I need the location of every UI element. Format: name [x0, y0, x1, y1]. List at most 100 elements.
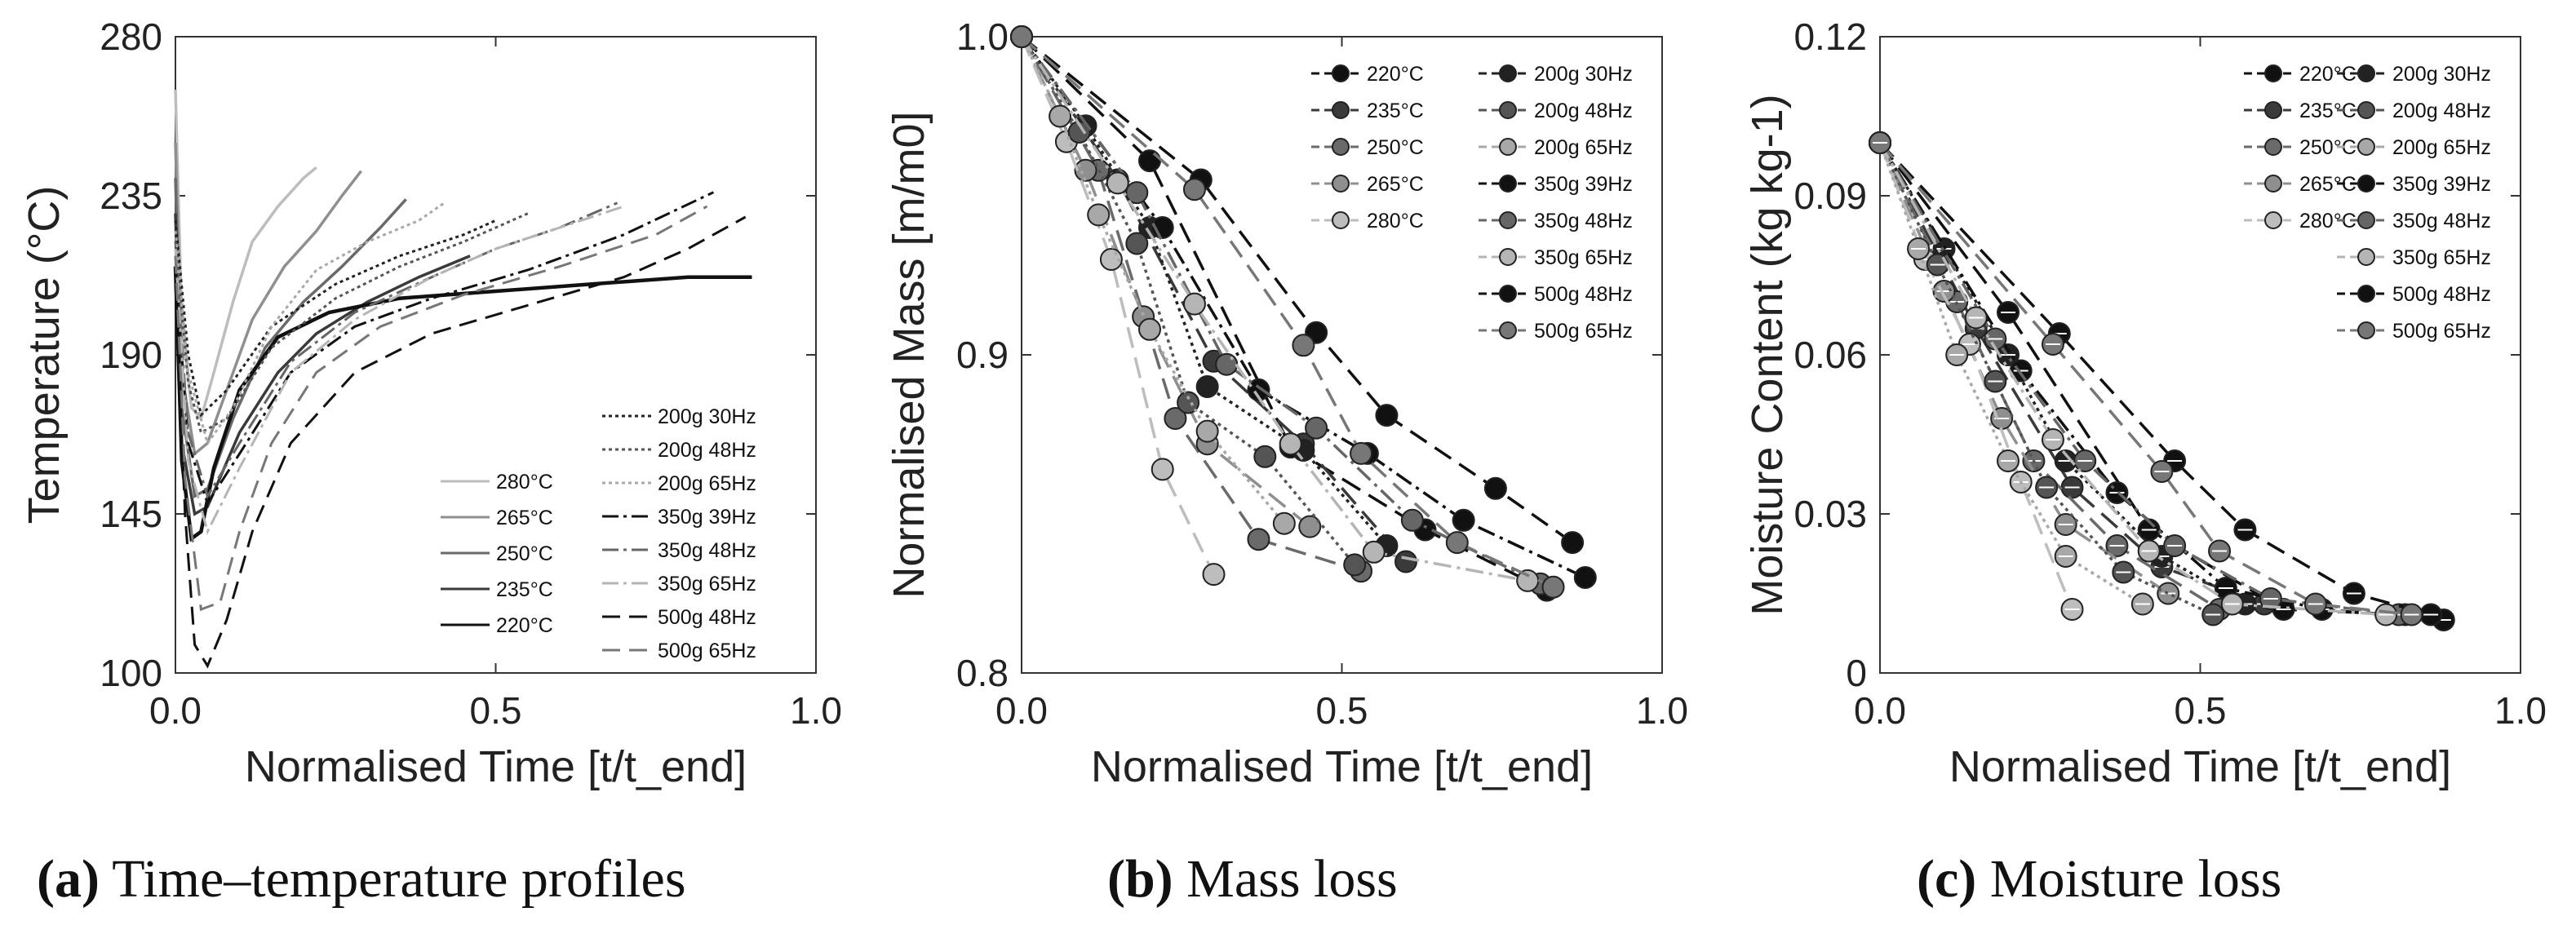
caption-c: (c) Moisture loss [1917, 848, 2281, 910]
data-point-350g-48hz [1215, 352, 1239, 376]
series-line-200g-30hz [1020, 35, 1388, 547]
data-point-250c [1247, 528, 1270, 551]
legend-label-235c: 235°C [496, 578, 553, 601]
legend-label-200g-65hz: 200g 65Hz [1534, 136, 1633, 159]
y-tick-label: 100 [100, 652, 162, 694]
data-point-350g-48hz [1125, 181, 1149, 205]
legend-marker-200g-30hz [2357, 64, 2375, 82]
plot-frame [1879, 36, 2521, 674]
legend-marker-250c [2264, 138, 2282, 156]
legend-marker-220c [1332, 64, 1350, 82]
series-line-350g-65hz [174, 205, 624, 535]
y-tick-label: 0.8 [956, 652, 1009, 694]
series-line-350g-48hz [1878, 142, 2400, 617]
data-point-500g-65hz [1010, 25, 1033, 48]
series-line-350g-48hz [174, 201, 619, 499]
series-line-220c [173, 266, 752, 542]
legend-label-200g-48hz: 200g 48Hz [2392, 100, 2491, 122]
data-point-500g-65hz [1445, 531, 1469, 555]
y-axis-label: Temperature (°C) [20, 186, 69, 525]
data-point-500g-65hz [1350, 441, 1373, 465]
series-line-500g-65hz [1020, 35, 1554, 589]
legend-marker-200g-48hz [2357, 101, 2375, 119]
legend-label-280c: 280°C [2299, 210, 2357, 232]
plot-frame [1021, 36, 1663, 674]
legend-label-200g-65hz: 200g 65Hz [658, 472, 756, 495]
legend-marker-200g-48hz [1499, 101, 1517, 119]
series-line-200g-65hz [1020, 36, 1286, 525]
series-line-350g-65hz [1878, 142, 2387, 617]
panel-b: 0.0 0.5 1.0 0.8 0.9 1.0 Normalised Time [t/t_e… [858, 0, 1717, 934]
legend-label-220c: 220°C [496, 614, 553, 637]
legend-label-220c: 220°C [2299, 63, 2357, 86]
data-point-500g-65hz [1182, 178, 1206, 201]
legend-label-500g-48hz: 500g 48Hz [1534, 283, 1633, 306]
caption-c-letter: (c) [1917, 849, 1977, 909]
x-tick-label: 0.5 [2175, 689, 2227, 732]
data-point-350g-65hz [1106, 171, 1129, 195]
series-line-200g-65hz [1878, 142, 2144, 605]
series-line-350g-48hz [1020, 35, 1541, 586]
series-line-200g-30hz [174, 219, 497, 418]
legend-label-235c: 235°C [2299, 100, 2357, 122]
caption-a-letter: (a) [37, 849, 100, 909]
legend-label-500g-48hz: 500g 48Hz [2392, 283, 2491, 306]
legend-label-350g-48hz: 350g 48Hz [2392, 210, 2491, 232]
panel-c: 0.0 0.5 1.0 0 0.03 0.06 0.09 0.12 Normalised Tim… [1717, 0, 2575, 934]
data-point-200g-48hz [1343, 553, 1367, 577]
legend-label-280c: 280°C [496, 471, 553, 494]
data-point-500g-65hz [1541, 575, 1565, 599]
data-point-280c [1202, 563, 1226, 587]
data-point-280c [1151, 458, 1174, 481]
y-tick-label: 0.9 [956, 334, 1009, 376]
legend-label-265c: 265°C [2299, 173, 2357, 196]
series-line-200g-48hz [1020, 36, 1356, 566]
legend-label-500g-65hz: 500g 65Hz [2392, 320, 2491, 343]
legend-marker-500g-48hz [2357, 285, 2375, 303]
caption-c-text: Moisture loss [1989, 849, 2282, 909]
series-line-350g-39hz [174, 191, 715, 507]
legend-label-500g-65hz: 500g 65Hz [658, 640, 756, 662]
data-point-200g-30hz [1195, 375, 1219, 398]
legend-label-250c: 250°C [2299, 136, 2357, 159]
data-point-200g-65hz [1049, 104, 1072, 128]
x-tick-label: 1.0 [2494, 689, 2547, 732]
data-point-350g-65hz [1362, 540, 1386, 564]
legend-label-250c: 250°C [1367, 136, 1424, 159]
data-point-350g-39hz [1573, 566, 1597, 589]
data-point-350g-65hz [1182, 292, 1206, 316]
y-axis-label: Moisture Content (kg kg-1) [1743, 94, 1792, 615]
legend-label-350g-65hz: 350g 65Hz [1534, 246, 1633, 269]
series-line-500g-65hz [1878, 141, 2412, 617]
legend-marker-350g-48hz [1499, 211, 1517, 229]
legend-marker-200g-65hz [2357, 138, 2375, 156]
y-tick-label: 235 [100, 175, 162, 217]
data-point-350g-65hz [1279, 432, 1302, 456]
y-tick-label: 0.03 [1793, 493, 1867, 535]
legend-label-500g-65hz: 500g 65Hz [1534, 320, 1633, 343]
series-line-250c [174, 178, 407, 499]
y-tick-label: 280 [100, 15, 162, 58]
data-point-235c [1394, 550, 1417, 573]
y-tick-label: 1.0 [956, 15, 1009, 58]
data-point-200g-65hz [1272, 511, 1296, 535]
legend-marker-500g-65hz [2357, 321, 2375, 339]
x-tick-label: 0.0 [995, 689, 1048, 732]
x-tick-label: 0.5 [1316, 689, 1368, 732]
data-point-350g-39hz [1247, 378, 1270, 401]
legend-label-500g-48hz: 500g 48Hz [658, 606, 756, 629]
x-tick-label: 0.5 [470, 689, 522, 732]
legend-label-350g-39hz: 350g 39Hz [1534, 173, 1633, 196]
legend-marker-350g-65hz [1499, 248, 1517, 266]
y-tick-label: 0.09 [1793, 175, 1867, 217]
x-axis-label: Normalised Time [t/t_end] [1091, 742, 1593, 791]
series-line-500g-48hz [1878, 141, 2432, 617]
chart-c-svg: 0.0 0.5 1.0 0 0.03 0.06 0.09 0.12 Normalised Tim… [1743, 15, 2547, 791]
series-line-500g-65hz [174, 205, 708, 612]
legend-label-200g-48hz: 200g 48Hz [1534, 100, 1633, 122]
data-point-500g-48hz [1561, 531, 1585, 555]
legend-marker-265c [2264, 175, 2282, 193]
legend-label-350g-48hz: 350g 48Hz [1534, 210, 1633, 232]
x-tick-label: 1.0 [1636, 689, 1688, 732]
data-point-500g-65hz [1292, 334, 1315, 357]
